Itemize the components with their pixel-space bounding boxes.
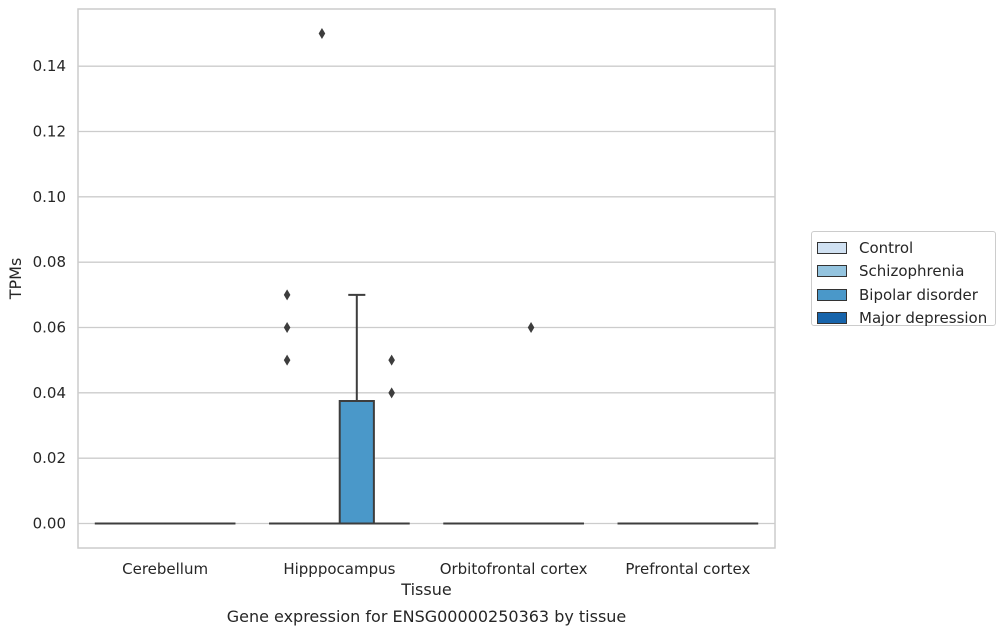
legend-item: Control — [817, 236, 995, 260]
x-axis-label: Tissue — [400, 580, 451, 599]
box-group — [303, 28, 341, 525]
x-tick-label: Cerebellum — [122, 560, 208, 578]
plot-area-frame — [77, 8, 776, 549]
outlier-point — [283, 354, 291, 366]
y-tick-label: 0.00 — [33, 515, 66, 533]
legend-item: Bipolar disorder — [817, 283, 995, 307]
box-group — [512, 322, 550, 525]
legend-item: Schizophrenia — [817, 260, 995, 284]
legend-swatch — [817, 265, 847, 278]
outlier-point — [388, 354, 395, 366]
y-tick-label: 0.04 — [33, 384, 66, 402]
legend-swatch — [817, 241, 847, 254]
y-tick-label: 0.08 — [33, 253, 66, 271]
box-group — [338, 293, 375, 525]
legend-label: Schizophrenia — [859, 262, 965, 281]
legend-label: Control — [859, 238, 914, 257]
y-tick-label: 0.06 — [33, 319, 66, 337]
chart-title: Gene expression for ENSG00000250363 by t… — [227, 607, 627, 626]
outlier-point — [527, 322, 535, 333]
legend: Control Schizophrenia Bipolar disorder Majo… — [811, 231, 996, 327]
y-tick-label: 0.10 — [33, 188, 66, 206]
outlier-point — [318, 28, 326, 39]
x-tick-label: Hipppocampus — [283, 560, 395, 578]
box — [338, 400, 375, 525]
x-tick-labels: Cerebellum Hipppocampus Orbitofrontal cort… — [122, 560, 750, 578]
boxes — [94, 28, 759, 525]
legend-swatch — [817, 288, 847, 301]
box-group — [373, 354, 410, 525]
outlier-point — [388, 387, 395, 399]
outlier-point — [283, 322, 291, 333]
y-tick-labels: 0.00 0.02 0.04 0.06 0.08 0.10 0.12 0.14 — [33, 57, 66, 532]
legend-label: Bipolar disorder — [859, 285, 978, 304]
x-tick-label: Orbitofrontal cortex — [440, 560, 588, 578]
legend-item: Major depression — [817, 307, 995, 331]
x-tick-label: Prefrontal cortex — [625, 560, 750, 578]
grid-lines — [78, 65, 775, 525]
legend-swatch — [817, 312, 847, 325]
y-tick-label: 0.14 — [33, 57, 66, 75]
legend-label: Major depression — [859, 309, 988, 328]
outlier-point — [283, 289, 291, 301]
y-tick-label: 0.12 — [33, 123, 66, 141]
box-group — [269, 289, 306, 525]
y-axis-label: TPMs — [6, 258, 25, 301]
y-tick-label: 0.02 — [33, 449, 66, 467]
